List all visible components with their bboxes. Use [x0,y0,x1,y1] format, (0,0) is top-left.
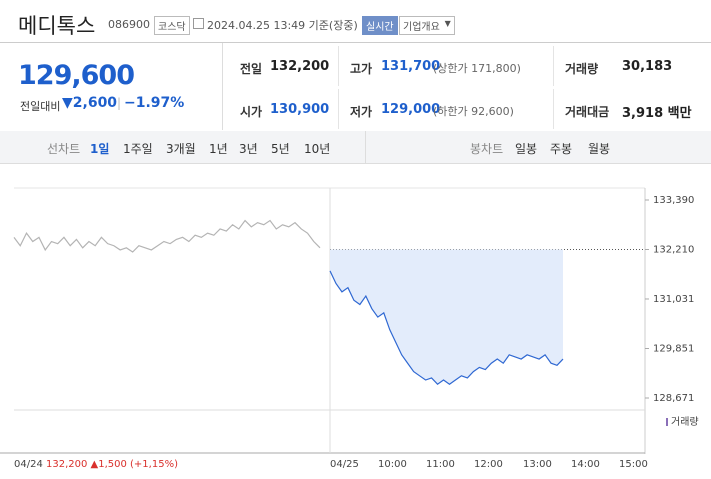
tab[interactable]: 1주일 [123,142,153,156]
tab[interactable]: 주봉 [550,142,573,156]
calendar-icon [193,18,204,29]
summary-label: 전일 [240,62,263,76]
tab[interactable]: 월봉 [588,142,611,156]
overview-button[interactable]: 기업개요 ▼ [399,16,455,35]
x-tick-label: 13:00 [523,459,552,470]
prev-info: 132,200 ▲1,500 (+1,15%) [46,459,178,470]
tab[interactable]: 5년 [271,142,290,156]
tab-label: 선차트 [47,142,81,156]
x-tick-label: 10:00 [378,459,407,470]
divider [553,89,554,129]
market-badge: 코스닥 [154,16,190,35]
tab[interactable]: 3개월 [166,142,196,156]
summary-label: 고가 [350,62,373,76]
area [330,249,563,385]
tab[interactable]: 1일 [90,142,110,156]
summary-value: 131,700 [381,59,441,74]
divider [338,89,339,129]
legend-swatch [666,418,668,426]
tab[interactable]: 일봉 [515,142,538,156]
y-tick-label: 131,031 [653,294,694,305]
y-tick-label: 129,851 [653,343,694,354]
price-line [329,270,564,385]
y-tick-label: 132,210 [653,245,694,256]
x-tick-label: 14:00 [571,459,600,470]
stock-name: 메디톡스 [18,14,96,38]
current-price: 129,600 [18,60,135,91]
divider [553,46,554,86]
summary-note: (상한가 171,800) [433,62,521,75]
change-label: 전일대비 [20,100,61,113]
y-tick-label: 133,390 [653,195,694,206]
summary-note: (하한가 92,600) [433,105,514,118]
y-tick-label: 128,671 [653,393,694,404]
x-tick-label: 11:00 [426,459,455,470]
summary-label: 거래량 [565,62,599,76]
dropdown-arrow: ▼ [444,19,451,28]
stock-code: 086900 [108,18,150,31]
x-tick-label: 12:00 [474,459,503,470]
x-tick-label: 15:00 [619,459,648,470]
divider [222,43,223,130]
summary-value: 30,183 [622,59,673,74]
summary-value: 3,918 백만 [622,106,692,121]
timestamp: 2024.04.25 13:49 기준(장중) [207,19,358,32]
divider [338,46,339,86]
legend-label: 거래량 [671,416,699,428]
summary-label: 저가 [350,105,373,119]
tab[interactable]: 10년 [304,142,331,156]
tab[interactable]: 1년 [209,142,228,156]
change: ▼2,600 [62,95,118,111]
tab-divider [365,131,366,163]
summary-value: 132,200 [270,59,330,74]
overview-text: 기업개요 [403,22,440,33]
price-line [13,219,321,253]
tab[interactable]: 3년 [239,142,258,156]
change-rate: −1.97% [124,95,185,111]
chart: 133,390 132,210 131,031 129,851 128,671 거래량 04… [0,187,699,470]
summary-value: 130,900 [270,102,330,117]
tab-label: 봉차트 [470,142,504,156]
x-tick-label: 04/24 [14,459,43,470]
summary-label: 거래대금 [565,105,610,119]
summary-label: 시가 [240,105,263,119]
separator: | [117,96,122,110]
realtime-badge[interactable]: 실시간 [362,16,398,35]
summary-value: 129,000 [381,102,441,117]
x-tick-label: 04/25 [330,459,359,470]
tab-bar [0,131,711,164]
